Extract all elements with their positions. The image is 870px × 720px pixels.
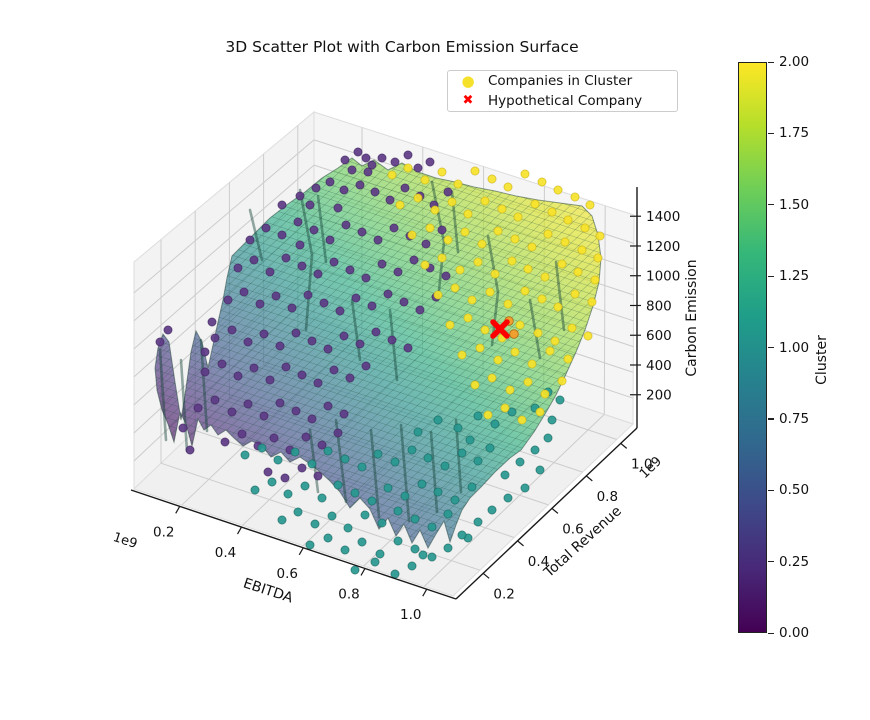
z-axis-label: Carbon Emission — [684, 259, 700, 377]
surface-valley-crease — [158, 348, 168, 442]
colorbar-tick-mark — [768, 275, 774, 277]
y-tick-label: 0.2 — [493, 586, 514, 602]
chart-title: 3D Scatter Plot with Carbon Emission Sur… — [225, 38, 579, 56]
legend-item-hypothetical: ✖ Hypothetical Company — [448, 92, 677, 110]
surface-valley-crease — [388, 308, 399, 382]
nearest-neighbor-point — [509, 329, 519, 339]
colorbar-tick-mark — [768, 418, 774, 420]
z-tick-label: 800 — [646, 298, 672, 314]
y-tick-label: 0.4 — [528, 554, 549, 570]
x-tick-label: 1.0 — [400, 607, 421, 623]
colorbar-tick-mark — [768, 132, 774, 135]
surface-valley-crease — [399, 423, 411, 523]
red-x-icon — [490, 319, 510, 339]
colorbar-tick-mark — [768, 347, 774, 349]
y-tick-label: 0.6 — [562, 521, 583, 537]
axis-spines-and-ticks: 0.2 0.4 0.6 0.8 1.0 0.2 0.4 0.6 0.8 1.0 200 400 600 8… — [130, 187, 680, 623]
scatter-cluster-1 — [240, 387, 565, 579]
x-tick-label: 0.8 — [338, 586, 359, 602]
z-tick-label: 1200 — [646, 239, 680, 255]
legend-yellow-dot-icon: ● — [461, 72, 475, 90]
legend-box: ● Companies in Cluster ✖ Hypothetical Co… — [447, 70, 678, 112]
colorbar-tick-label: 1.50 — [779, 196, 810, 213]
z-tick-label: 1400 — [646, 209, 680, 225]
z-tick-label: 600 — [646, 328, 672, 344]
surface-valley-crease — [528, 298, 542, 360]
x-tick-label: 0.4 — [215, 545, 236, 561]
colorbar-tick-label: 1.00 — [779, 339, 810, 356]
x-tick-label: 0.6 — [277, 566, 298, 582]
surface-valley-crease — [316, 194, 328, 264]
colorbar-tick-label: 0.25 — [779, 553, 810, 570]
colorbar-tick-mark — [768, 632, 774, 634]
colorbar-tick-label: 1.75 — [779, 125, 810, 142]
colorbar-tick-label: 0.00 — [779, 625, 810, 641]
surface-valley-crease — [248, 208, 264, 262]
legend-red-x-icon: ✖ — [462, 93, 474, 108]
colorbar — [738, 62, 767, 633]
surface-valley-crease — [554, 260, 566, 332]
colorbar-tick-mark — [768, 489, 774, 491]
x-tick-label: 0.2 — [153, 524, 174, 540]
surface-valley-crease — [369, 428, 381, 519]
surface-valley-crease — [486, 234, 500, 347]
z-tick-label: 400 — [646, 358, 672, 374]
legend-label: Hypothetical Company — [488, 93, 643, 109]
colorbar-tick-label: 1.25 — [779, 268, 810, 285]
colorbar-tick-mark — [768, 561, 774, 563]
surface-valley-crease — [429, 430, 439, 514]
z-tick-label: 200 — [646, 388, 672, 404]
colorbar-tick-label: 2.00 — [779, 54, 810, 70]
z-tick-label: 1000 — [646, 269, 680, 285]
colorbar-tick-label: 0.50 — [779, 482, 810, 499]
scatter-points — [155, 147, 605, 579]
y-tick-label: 1.0 — [631, 456, 652, 472]
scatter-cluster-0 — [155, 147, 453, 483]
scatter-cluster-2 — [387, 163, 605, 425]
colorbar-tick-label: 0.75 — [779, 410, 810, 427]
y-tick-label: 0.8 — [597, 489, 618, 505]
hypothetical-company-x-marker — [490, 319, 510, 339]
colorbar-tick-mark — [768, 204, 774, 206]
surface-valley-crease — [350, 298, 362, 362]
surface-valley-crease — [179, 358, 189, 453]
legend-label: Companies in Cluster — [488, 73, 633, 89]
colorbar-tick-mark — [768, 61, 774, 63]
surface-valley-crease — [298, 188, 314, 332]
colorbar-axis-label: Cluster — [814, 335, 830, 385]
legend-item-companies: ● Companies in Cluster — [448, 72, 677, 90]
